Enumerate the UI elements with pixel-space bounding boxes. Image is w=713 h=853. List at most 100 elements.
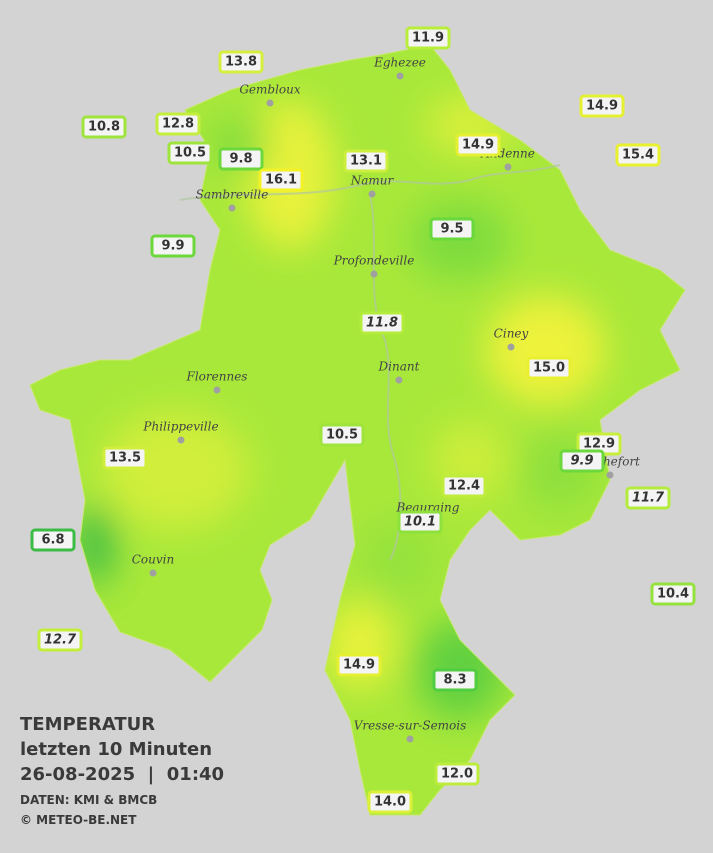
station-box	[336, 653, 382, 677]
town-dot	[368, 190, 376, 198]
station-box	[37, 628, 83, 652]
station: 14.9	[579, 94, 625, 118]
station-box	[30, 528, 76, 552]
copyright: © METEO-BE.NET	[20, 813, 137, 827]
station-box	[167, 141, 213, 165]
station-value: 8.3	[443, 673, 466, 688]
station: 12.7	[37, 628, 83, 652]
station-value: 9.9	[161, 239, 184, 254]
station-box	[343, 149, 389, 173]
town-dot	[149, 569, 157, 577]
town-label: Florennes	[186, 370, 248, 384]
station-value: 6.8	[41, 533, 64, 548]
town-dot	[396, 72, 404, 80]
town-dot	[213, 386, 221, 394]
station-value: 12.7	[44, 633, 77, 648]
town-dot	[406, 735, 414, 743]
town-dot	[370, 270, 378, 278]
station-value: 14.9	[586, 99, 618, 114]
station: 12.8	[155, 112, 201, 136]
station-box	[432, 668, 478, 692]
station-value: 10.5	[174, 146, 206, 161]
station-value: 16.1	[265, 173, 297, 188]
station-value: 14.0	[374, 795, 406, 810]
station-value: 9.8	[229, 152, 252, 167]
station-box	[359, 311, 405, 335]
town-dot	[395, 376, 403, 384]
station-value: 14.9	[343, 658, 375, 673]
station: 10.5	[167, 141, 213, 165]
station-box	[429, 217, 475, 241]
station: 14.9	[455, 133, 501, 157]
station: 15.0	[526, 356, 572, 380]
station-value: 11.9	[412, 31, 444, 46]
town-dot	[606, 471, 614, 479]
town-label: Sambreville	[196, 188, 269, 202]
station: 16.1	[258, 168, 304, 192]
station-box	[319, 423, 365, 447]
station-value: 10.5	[326, 428, 358, 443]
station: 9.9	[559, 449, 605, 473]
station-box	[397, 510, 443, 534]
town-label: Eghezee	[373, 56, 426, 70]
town-dot	[177, 436, 185, 444]
town-dot	[507, 343, 515, 351]
title: TEMPERATUR	[20, 714, 155, 735]
station-box	[150, 234, 196, 258]
station: 6.8	[30, 528, 76, 552]
station-value: 9.5	[440, 222, 463, 237]
station-box	[615, 143, 661, 167]
timestamp: 26-08-2025 | 01:40	[20, 764, 224, 785]
station: 13.1	[343, 149, 389, 173]
town-label: Philippeville	[142, 420, 218, 434]
station-box	[650, 582, 696, 606]
station-value: 12.0	[441, 767, 473, 782]
station-box	[258, 168, 304, 192]
source: DATEN: KMI & BMCB	[20, 793, 157, 807]
town-label: Couvin	[132, 553, 174, 567]
town-label: Dinant	[378, 360, 420, 374]
station: 10.5	[319, 423, 365, 447]
town-label: Vresse-sur-Semois	[354, 719, 467, 733]
town-label: Namur	[350, 174, 395, 188]
station-value: 13.1	[350, 154, 382, 169]
station-box	[155, 112, 201, 136]
station-value: 9.9	[570, 454, 593, 469]
station: 15.4	[615, 143, 661, 167]
station-box	[625, 486, 671, 510]
town-dot	[228, 204, 236, 212]
station-value: 13.5	[109, 451, 141, 466]
station-value: 10.8	[88, 120, 120, 135]
station-box	[526, 356, 572, 380]
station-value: 11.7	[632, 491, 665, 506]
station-value: 12.8	[162, 117, 194, 132]
station: 13.5	[102, 446, 148, 470]
station: 10.8	[81, 115, 127, 139]
station-value: 11.8	[366, 316, 398, 331]
station-value: 13.8	[225, 55, 257, 70]
station: 12.9	[576, 432, 622, 456]
subtitle: letzten 10 Minuten	[20, 739, 212, 760]
station-box	[455, 133, 501, 157]
station: 9.5	[429, 217, 475, 241]
station-box	[218, 50, 264, 74]
station-box	[579, 94, 625, 118]
town-dot	[266, 99, 274, 107]
station-box	[405, 26, 451, 50]
station-box	[367, 790, 413, 814]
town-label: Gembloux	[239, 83, 301, 97]
town-label: Profondeville	[333, 254, 415, 268]
station-value: 15.4	[622, 148, 654, 163]
station: 12.0	[434, 762, 480, 786]
station: 9.8	[218, 147, 264, 171]
station: 11.8	[359, 311, 405, 335]
station-box	[218, 147, 264, 171]
station: 12.4	[441, 474, 487, 498]
station-value: 10.1	[404, 515, 436, 530]
station-value: 12.9	[583, 437, 615, 452]
river	[179, 164, 561, 201]
station: 9.9	[150, 234, 196, 258]
station-box	[434, 762, 480, 786]
station-value: 14.9	[462, 138, 494, 153]
